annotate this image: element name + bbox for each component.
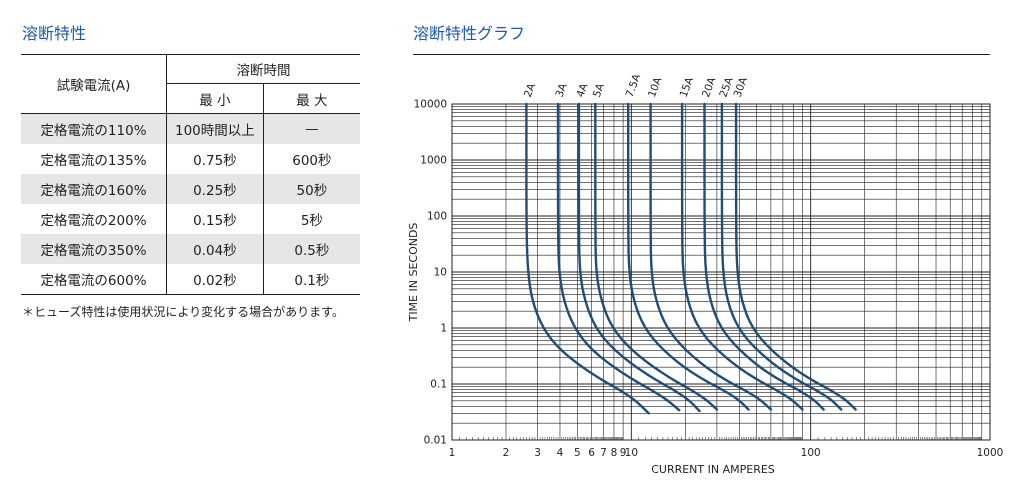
curve-label: 20A <box>700 75 719 99</box>
x-tick-label: 8 <box>611 447 618 459</box>
fuse-characteristics-table: 試験電流(A) 溶断時間 最 小 最 大 定格電流の110% 100時間以上 —… <box>21 54 360 295</box>
curve-label: 15A <box>678 75 697 99</box>
curve-label: 7.5A <box>624 72 644 99</box>
x-tick-label: 6 <box>588 447 595 459</box>
row-label: 定格電流の160% <box>21 174 167 204</box>
x-tick-label: 1 <box>449 447 456 459</box>
fusing-time-header: 溶断時間 <box>166 54 360 84</box>
row-min: 0.04秒 <box>166 234 264 264</box>
curve-3A <box>556 102 681 412</box>
x-tick-label: 100 <box>801 447 821 459</box>
row-max: — <box>262 113 360 144</box>
chart-heading: 溶断特性グラフ <box>413 24 526 43</box>
curve-label: 2A <box>522 81 538 99</box>
curve-7-5A <box>627 102 750 411</box>
curve-4A <box>577 102 701 413</box>
x-tick-label: 7 <box>600 447 607 459</box>
curve-label: 3A <box>554 81 570 99</box>
y-tick-label: 10000 <box>414 99 447 111</box>
row-min: 100時間以上 <box>166 113 264 144</box>
x-tick-label: 3 <box>534 447 541 459</box>
table-row: 定格電流の160% 0.25秒 50秒 <box>21 174 360 204</box>
row-max: 5秒 <box>262 204 360 234</box>
x-tick-label: 1000 <box>977 447 1004 459</box>
x-tick-label: 5 <box>574 447 581 459</box>
row-label: 定格電流の350% <box>21 234 167 264</box>
min-header: 最 小 <box>166 83 264 114</box>
footnote: ＊ヒューズ特性は使用状況により変化する場合があります。 <box>22 305 344 319</box>
curve-label: 30A <box>732 75 751 99</box>
row-max: 0.5秒 <box>262 234 360 264</box>
y-axis-label: TIME IN SECONDS <box>407 223 420 323</box>
row-max: 600秒 <box>262 144 360 174</box>
chart-heading-rule <box>413 54 990 55</box>
max-header: 最 大 <box>262 83 360 114</box>
table-row: 定格電流の350% 0.04秒 0.5秒 <box>21 234 360 264</box>
row-min: 0.15秒 <box>166 204 264 234</box>
row-label: 定格電流の135% <box>40 153 147 169</box>
fuse-characteristics-heading: 溶断特性 <box>22 24 87 43</box>
row-min: 0.75秒 <box>166 144 264 174</box>
y-tick-label: 0.1 <box>430 379 447 391</box>
curve-20A <box>703 102 825 411</box>
table-row: 定格電流の135% 0.75秒 600秒 <box>21 144 360 174</box>
table-row: 定格電流の110% 100時間以上 — <box>21 113 360 144</box>
x-axis-label: CURRENT IN AMPERES <box>651 463 775 476</box>
table-row: 定格電流の600% 0.02秒 0.1秒 <box>21 264 360 295</box>
table-row: 定格電流の200% 0.15秒 5秒 <box>21 204 360 234</box>
curve-label: 4A <box>574 81 590 99</box>
y-tick-label: 1 <box>440 323 447 335</box>
curve-25A <box>720 102 843 411</box>
row-label: 定格電流の600% <box>21 264 167 295</box>
row-min: 0.02秒 <box>166 264 264 295</box>
curve-5A <box>594 102 719 411</box>
curve-label: 5A <box>591 81 607 99</box>
x-tick-label: 10 <box>625 447 638 459</box>
row-max: 0.1秒 <box>262 264 360 295</box>
curve-label: 10A <box>646 75 665 99</box>
x-tick-label: 2 <box>503 447 510 459</box>
y-tick-label: 100 <box>427 211 447 223</box>
row-min: 0.25秒 <box>166 174 264 204</box>
y-tick-label: 1000 <box>420 155 447 167</box>
y-tick-label: 10 <box>434 267 447 279</box>
x-tick-label: 9 <box>620 447 627 459</box>
row-label: 定格電流の110% <box>21 113 167 144</box>
x-tick-label: 4 <box>557 447 564 459</box>
row-max: 50秒 <box>262 174 360 204</box>
test-current-header: 試験電流(A) <box>21 54 167 114</box>
y-tick-label: 0.01 <box>424 435 447 447</box>
curve-10A <box>649 102 773 411</box>
curve-30A <box>734 102 857 411</box>
curve-2A <box>525 102 650 415</box>
curve-15A <box>680 102 804 411</box>
row-label: 定格電流の200% <box>40 213 147 229</box>
